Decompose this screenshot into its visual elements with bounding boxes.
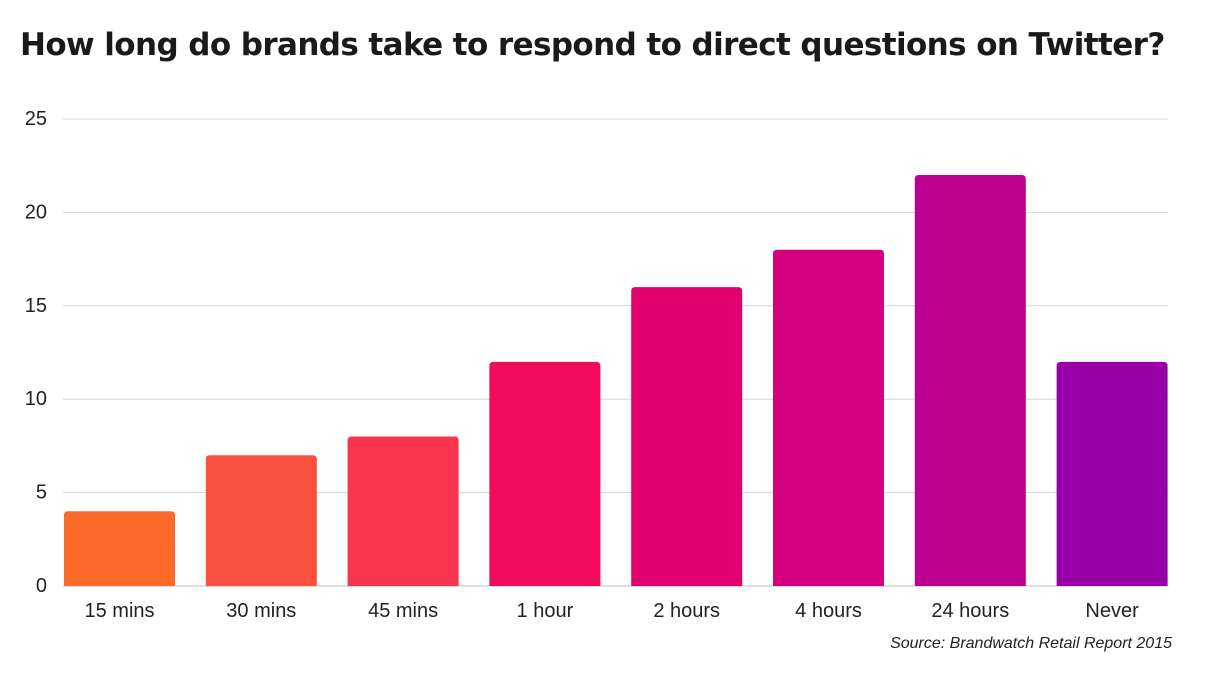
x-tick-label: 4 hours (795, 600, 862, 622)
y-axis-ticks: 0 5 10 15 20 25 (25, 108, 47, 597)
bar (205, 455, 317, 586)
bar (773, 249, 884, 586)
x-tick-label: 30 mins (226, 600, 296, 622)
bar (489, 361, 601, 586)
x-tick-label: 24 hours (931, 600, 1009, 622)
y-tick-label: 15 (25, 295, 47, 317)
y-tick-label: 10 (25, 388, 47, 410)
y-tick-label: 25 (25, 108, 47, 130)
bar (914, 175, 1026, 587)
x-axis-ticks: 15 mins 30 mins 45 mins 1 hour 2 hours 4 hour… (84, 600, 1139, 622)
x-tick-label: 1 hour (517, 600, 574, 622)
y-tick-label: 20 (25, 201, 47, 223)
y-tick-label: 5 (36, 482, 47, 504)
x-tick-label: Never (1085, 600, 1139, 622)
source-note: Source: Brandwatch Retail Report 2015 (890, 635, 1172, 652)
x-tick-label: 45 mins (368, 600, 438, 622)
bar (631, 287, 743, 586)
bar (1056, 361, 1168, 586)
x-tick-label: 15 mins (84, 600, 154, 622)
bar (64, 511, 175, 586)
y-tick-label: 0 (36, 575, 47, 597)
x-tick-label: 2 hours (653, 600, 720, 622)
chart-title: How long do brands take to respond to di… (20, 27, 1165, 63)
bars (64, 175, 1168, 587)
bar (347, 436, 459, 586)
